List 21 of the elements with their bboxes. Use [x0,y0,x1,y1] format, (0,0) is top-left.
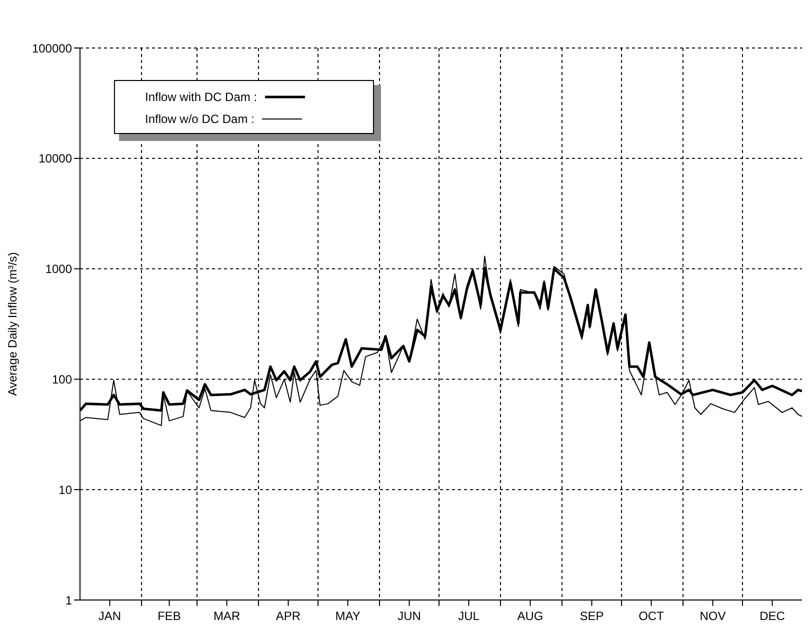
y-tick-label: 100 [52,372,72,386]
x-tick-label: MAR [213,609,240,623]
x-tick-label: JAN [98,609,122,623]
y-tick-label: 10000 [38,152,72,166]
y-tick-label: 1 [65,593,72,608]
legend-label: Inflow w/o DC Dam : [145,112,254,126]
x-tick-label: NOV [700,609,726,623]
x-tick-label: SEP [580,609,604,623]
y-tick-label: 10 [58,482,72,497]
x-tick-label: APR [276,609,301,623]
legend-label: Inflow with DC Dam : [145,90,258,104]
x-tick-label: MAY [335,609,360,623]
y-tick-label: 100000 [32,41,72,56]
y-tick-label: 1000 [45,262,72,276]
x-tick-label: DEC [760,609,786,623]
x-tick-label: JUL [458,609,480,623]
y-axis-title: Average Daily Inflow (m³/s) [5,252,20,396]
x-tick-label: FEB [158,609,181,623]
x-tick-label: OCT [638,609,665,623]
x-tick-label: AUG [517,609,544,623]
x-tick-label: JUN [398,609,421,623]
